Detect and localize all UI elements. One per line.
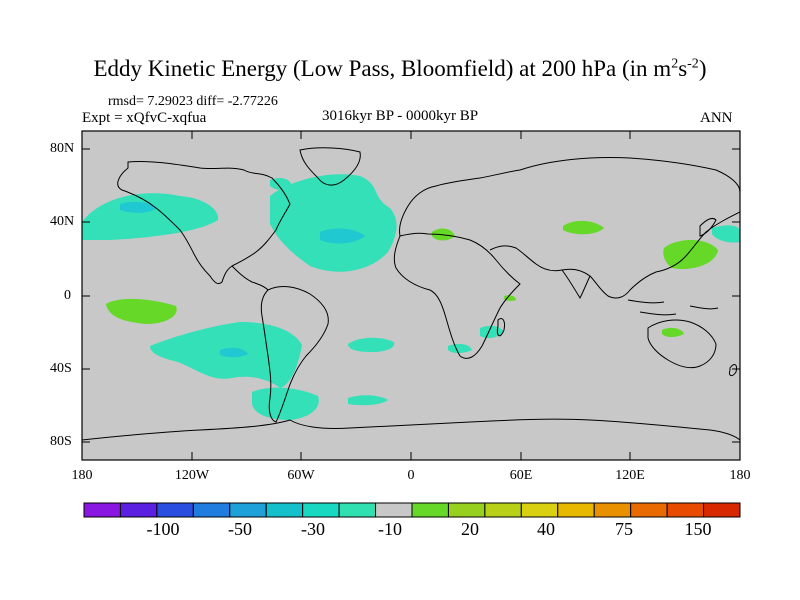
colorbar-swatch [484,502,522,518]
lat-label-0: 0 [64,288,71,303]
coast-central-america [231,265,269,291]
drake-negative [348,395,388,406]
map-title: Eddy Kinetic Energy (Low Pass, Bloomfiel… [93,56,707,81]
lat-label-40s: 40S [50,361,72,376]
sa-coast-negative [448,343,472,353]
colorbar-label: 75 [615,519,633,539]
coastlines [82,147,740,441]
coast-europe [399,169,521,237]
lon-label-120e: 120E [615,468,645,483]
colorbar-swatch [265,502,304,518]
coast-indonesia [627,299,719,316]
period-label: 3016kyr BP - 0000kyr BP [321,108,479,124]
east-pacific-positive [106,298,177,324]
lon-label-60w: 60W [287,468,315,483]
central-asia-positive [563,220,604,235]
experiment-label: Expt = xQfvC-xqfua [82,110,207,126]
east-africa-positive [504,295,516,302]
north-pacific-strong [120,201,158,213]
map-background [82,131,740,460]
colorbar-label: 20 [461,519,479,539]
australia-positive [662,327,684,337]
colorbar-label: 150 [684,519,712,539]
colorbar-swatch [192,502,231,518]
east-edge-negative [712,225,740,243]
colorbar-label: 40 [537,519,555,539]
colorbar-swatch [229,502,267,518]
axis-ticks [82,131,740,460]
south-atlantic-negative [348,337,395,352]
north-atlantic-strong [320,228,365,244]
colorbar-swatch [338,502,377,518]
colorbar-swatch [666,502,705,518]
colorbar-swatch [411,502,449,518]
coast-new-zealand [729,364,737,377]
colorbar-swatch [593,502,632,518]
southern-ocean-negative [252,387,319,420]
colorbar-swatch [302,502,340,518]
south-pacific-strong [220,347,248,358]
lon-label-180e: 180 [729,468,751,483]
north-pacific-negative [82,193,219,240]
coast-antarctica [82,418,740,441]
colorbar-label: -10 [378,519,402,539]
colorbar-swatch [630,502,668,518]
lon-label-0: 0 [407,468,415,483]
colorbar-swatch [447,502,486,518]
colorbar-label: -100 [146,519,180,539]
lon-label-120w: 120W [174,468,210,483]
lat-label-80n: 80N [50,141,75,156]
coast-greenland [299,147,361,186]
lon-label-180w: 180 [71,468,93,483]
coast-africa [393,232,521,359]
lon-label-60e: 60E [509,468,533,483]
colorbar-swatch [83,502,121,518]
coast-madagascar [497,317,505,337]
lat-label-40n: 40N [50,214,75,229]
season-label: ANN [700,110,733,126]
colorbar-swatch [557,502,595,518]
colorbar-swatch [119,502,158,518]
coast-india [561,269,591,300]
north-atlantic-negative [270,174,397,272]
coast-australia [647,319,717,369]
coast-asia [489,157,740,299]
stats-text: rmsd= 7.29023 diff= -2.77226 [108,94,278,109]
coast-south-america [260,286,329,423]
colorbar-swatch [375,502,413,518]
colorbar-swatch [156,502,194,518]
coast-japan [699,217,717,237]
colorbar-label: -30 [301,519,325,539]
colorbar-swatch [703,502,741,518]
colorbar-swatch [520,502,559,518]
nw-pacific-positive [663,240,718,270]
colorbar-label: -50 [228,519,252,539]
anomaly-regions [82,174,740,420]
lat-label-80s: 80S [50,434,72,449]
colorbar [83,502,741,518]
